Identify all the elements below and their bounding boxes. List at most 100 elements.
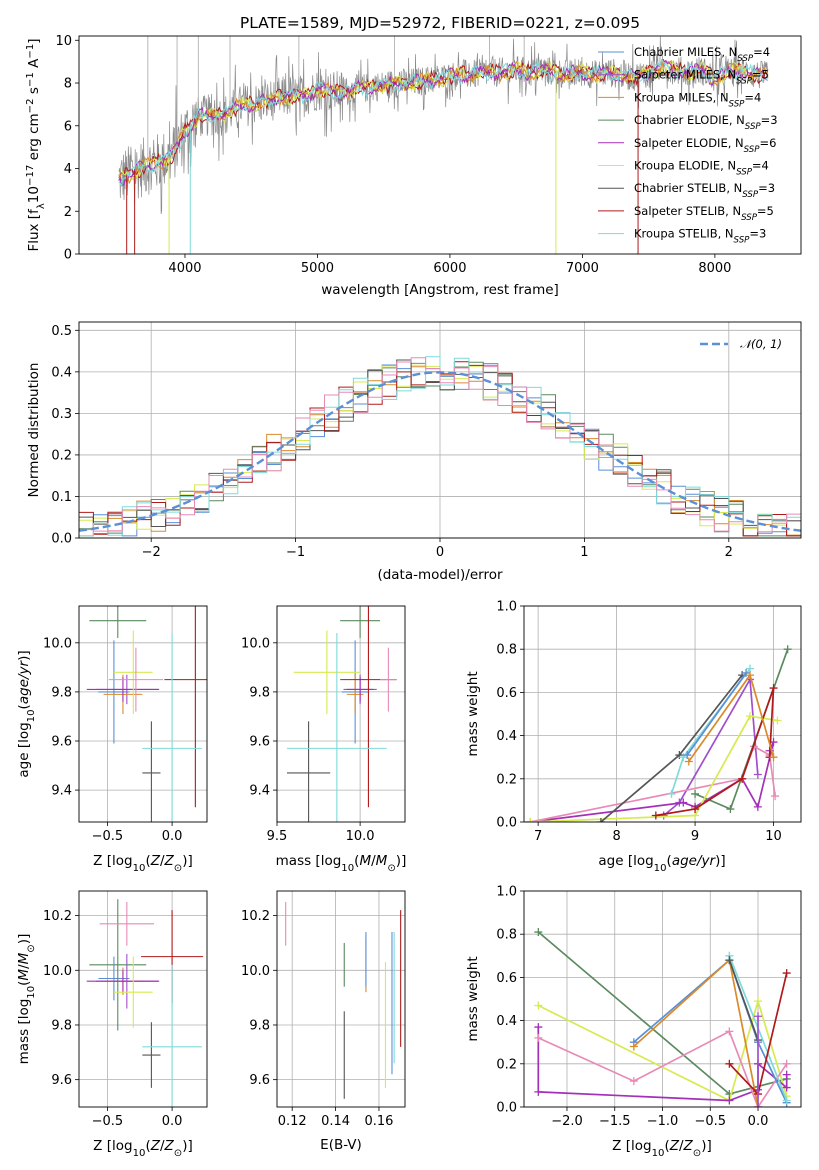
text-part: 10 xyxy=(133,863,146,874)
y-tick-label: 9.8 xyxy=(249,685,270,700)
y-tick-label: 1.0 xyxy=(496,600,517,615)
text-part: −17 xyxy=(25,165,36,186)
data-point-marker xyxy=(725,956,734,965)
text-part: SSP xyxy=(741,213,758,223)
axes-spectrum: 4000 5000 6000 7000 8000 0 2 4 6 8 10 xyxy=(55,34,802,276)
axes-residuals: −2 −1 0 1 2 0.0 0.1 0.2 0.3 0.4 0.5 xyxy=(51,321,802,560)
text-part: age/yr xyxy=(672,853,717,869)
data-point-marker xyxy=(769,753,778,762)
axes-mass_vs_ebv: 0.12 0.14 0.16 9.6 9.8 10.0 10.2 xyxy=(241,890,406,1129)
x-tick-label: 0.12 xyxy=(278,1114,307,1129)
text-part: M xyxy=(16,969,32,981)
text-part: Z xyxy=(683,1138,694,1154)
y-tick-label: 9.4 xyxy=(249,784,270,799)
y-tick-label: 10.2 xyxy=(43,909,72,924)
model-line-kroupa-elodie xyxy=(118,60,769,181)
x-tick-label: 4000 xyxy=(168,261,201,276)
y-tick-label: 0.6 xyxy=(496,971,517,986)
y-axis-label: mass weight xyxy=(465,671,481,756)
grid xyxy=(524,605,801,823)
data-point-marker xyxy=(738,774,747,783)
data-point-marker xyxy=(534,928,543,937)
x-tick-label: −0.5 xyxy=(694,1114,726,1129)
y-tick-label: 0.2 xyxy=(51,448,72,463)
text-part: Z [log xyxy=(93,1138,132,1154)
data-point-marker xyxy=(782,1070,791,1079)
ticks: −0.5 0.0 9.4 9.6 9.8 10.0 xyxy=(43,636,182,844)
series-line-chabrier-stelib xyxy=(600,674,743,822)
x-tick-label: −0.5 xyxy=(92,829,124,844)
y-tick-label: 0.2 xyxy=(496,1057,517,1072)
x-tick-label: −2 xyxy=(142,545,161,560)
data-point-marker xyxy=(679,798,688,807)
data-point-marker xyxy=(683,751,692,760)
text-part: SSP xyxy=(745,122,762,132)
x-tick-label: −1.0 xyxy=(647,1114,679,1129)
y-tick-label: 9.8 xyxy=(51,1018,72,1033)
text-part: / xyxy=(160,853,165,869)
text-part: =3 xyxy=(749,227,766,241)
data-point-marker xyxy=(754,1012,763,1021)
y-tick-label: 0.6 xyxy=(496,686,517,701)
legend-entry: Salpeter STELIB, NSSP=5 xyxy=(634,204,774,223)
x-axis-label: mass [log10(M/M⊙)] xyxy=(276,853,407,874)
y-tick-label: 9.6 xyxy=(249,1073,270,1088)
x-tick-label: 2 xyxy=(725,545,733,560)
text-part: −1 xyxy=(25,72,36,87)
text-part: =6 xyxy=(759,136,776,150)
data-point-marker xyxy=(534,1033,543,1042)
x-tick-label: −0.5 xyxy=(92,1114,124,1129)
text-part: =5 xyxy=(752,68,769,82)
data-point-marker xyxy=(773,716,782,725)
text-part: ( xyxy=(145,853,150,869)
text-part: age [log xyxy=(598,853,653,869)
x-tick-label: 0.0 xyxy=(162,829,183,844)
plot-area xyxy=(286,606,397,822)
text-part: ⊙ xyxy=(387,863,395,874)
y-tick-label: 0.0 xyxy=(496,1101,517,1116)
data-point-marker xyxy=(745,671,754,680)
x-tick-label: 0.0 xyxy=(162,1114,183,1129)
data-point-marker xyxy=(629,1042,638,1051)
legend-entry: 𝒩(0, 1) xyxy=(740,337,782,351)
text-part: =3 xyxy=(758,181,775,195)
plot-area xyxy=(285,901,402,1099)
y-tick-label: 0.3 xyxy=(51,407,72,422)
text-part: SSP xyxy=(742,190,759,200)
x-tick-label: 7 xyxy=(534,829,542,844)
text-part: 10 xyxy=(26,186,42,203)
text-part: SSP xyxy=(734,236,751,246)
y-tick-label: 0.2 xyxy=(496,772,517,787)
y-axis-label: Flux [fλ10−17 erg cm−2 s−1 A−1] xyxy=(25,38,47,251)
y-tick-label: 9.8 xyxy=(51,685,72,700)
data-point-marker xyxy=(725,1096,734,1105)
text-part: A xyxy=(26,58,42,72)
text-part: ( xyxy=(667,853,672,869)
y-tick-label: 10.0 xyxy=(241,964,270,979)
y-axis-label: mass [log10(M/M⊙)] xyxy=(16,934,37,1065)
x-tick-label: 8 xyxy=(612,829,620,844)
text-part: ( xyxy=(16,704,32,709)
y-tick-label: 10 xyxy=(55,34,72,49)
data-point-marker xyxy=(745,712,754,721)
axes-age_vs_Z: −0.5 0.0 9.4 9.6 9.8 10.0 xyxy=(43,605,208,844)
x-tick-label: 5000 xyxy=(301,261,334,276)
plot-area xyxy=(526,645,792,822)
legend-entry: Chabrier STELIB, NSSP=3 xyxy=(634,181,775,200)
text-part: Salpeter STELIB, N xyxy=(634,204,741,218)
text-part: Chabrier ELODIE, N xyxy=(634,113,745,127)
y-tick-label: 2 xyxy=(64,205,72,220)
model-line-kroupa-stelib xyxy=(118,58,769,187)
y-tick-label: 0.8 xyxy=(496,643,517,658)
axes-frame xyxy=(276,605,406,823)
axes-frame xyxy=(78,890,208,1108)
legend-entry: Kroupa STELIB, NSSP=3 xyxy=(634,227,766,246)
axes-weight_vs_Z: −2.0 −1.5 −1.0 −0.5 0.0 0.0 0.2 0.4 0.6 0.8 1.0 xyxy=(496,885,802,1129)
data-point-marker xyxy=(534,1001,543,1010)
text-part: )] xyxy=(182,1138,193,1154)
text-part: Z xyxy=(150,1138,161,1154)
x-axis-label: Z [log10(Z/Z⊙)] xyxy=(93,1138,193,1159)
y-tick-label: 0.1 xyxy=(51,490,72,505)
